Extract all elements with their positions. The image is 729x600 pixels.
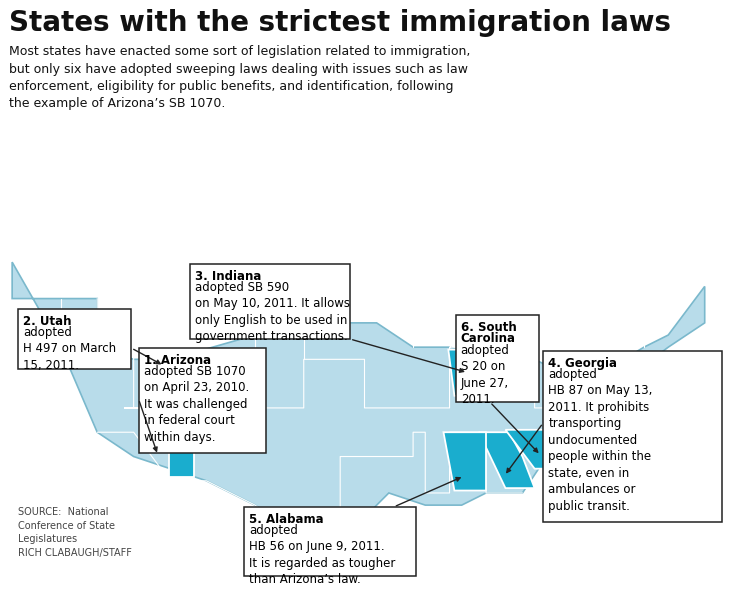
Text: adopted
H 497 on March
15, 2011.: adopted H 497 on March 15, 2011. <box>23 326 117 372</box>
Text: adopted
S 20 on
June 27,
2011.: adopted S 20 on June 27, 2011. <box>461 344 510 406</box>
Text: 1. Arizona: 1. Arizona <box>144 354 211 367</box>
Polygon shape <box>448 350 488 396</box>
Text: 3. Indiana: 3. Indiana <box>195 270 261 283</box>
Text: adopted SB 1070
on April 23, 2010.
It was challenged
in federal court
within day: adopted SB 1070 on April 23, 2010. It wa… <box>144 365 249 444</box>
Polygon shape <box>12 262 705 542</box>
Text: 6. South: 6. South <box>461 321 516 334</box>
Text: adopted
HB 56 on June 9, 2011.
It is regarded as tougher
than Arizona’s law.: adopted HB 56 on June 9, 2011. It is reg… <box>249 524 396 586</box>
Polygon shape <box>124 408 195 477</box>
Text: 4. Georgia: 4. Georgia <box>548 357 617 370</box>
Text: 5. Alabama: 5. Alabama <box>249 513 324 526</box>
Text: SOURCE:  National
Conference of State
Legislatures
RICH CLABAUGH/STAFF: SOURCE: National Conference of State Leg… <box>18 507 132 558</box>
Polygon shape <box>133 347 195 408</box>
Text: Carolina: Carolina <box>461 331 515 344</box>
Polygon shape <box>479 432 534 488</box>
Polygon shape <box>443 432 486 491</box>
Text: States with the strictest immigration laws: States with the strictest immigration la… <box>9 9 671 37</box>
Text: Most states have enacted some sort of legislation related to immigration,
but on: Most states have enacted some sort of le… <box>9 45 471 110</box>
Polygon shape <box>505 430 565 469</box>
Text: 2. Utah: 2. Utah <box>23 315 72 328</box>
Text: adopted
HB 87 on May 13,
2011. It prohibits
transporting
undocumented
people wit: adopted HB 87 on May 13, 2011. It prohib… <box>548 368 652 513</box>
Text: adopted SB 590
on May 10, 2011. It allows
only English to be used in
government : adopted SB 590 on May 10, 2011. It allow… <box>195 281 350 343</box>
